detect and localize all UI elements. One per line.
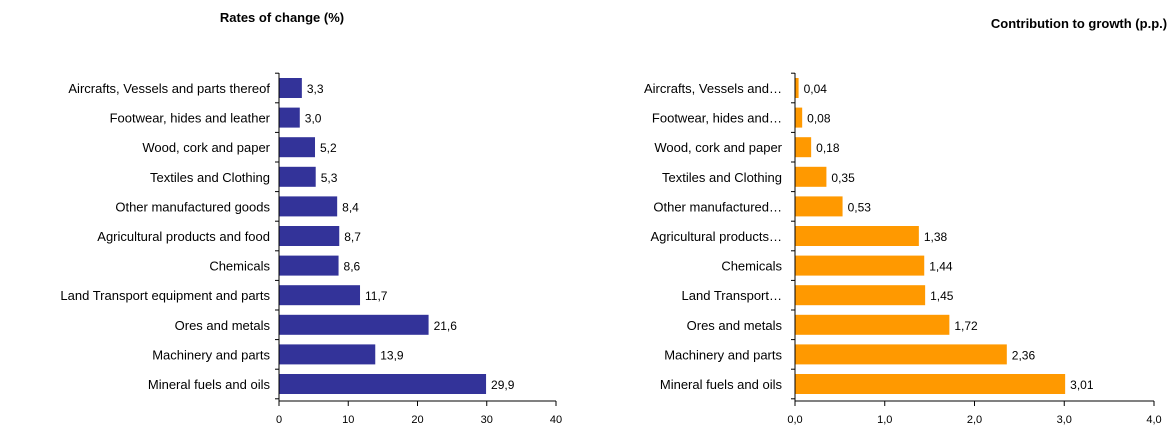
category-label: Aircrafts, Vessels and… (644, 81, 782, 96)
category-label: Aircrafts, Vessels and parts thereof (68, 81, 270, 96)
bar (795, 226, 919, 246)
bar (279, 255, 339, 276)
chart-title: Contribution to growth (p.p.) (991, 16, 1167, 31)
bar (279, 344, 376, 365)
data-label: 8,6 (344, 260, 361, 274)
bar (795, 137, 812, 158)
contribution-to-growth-svg: Contribution to growth (p.p.) Aircrafts, … (644, 16, 1167, 426)
data-label: 0,04 (804, 82, 828, 96)
category-label: Footwear, hides and leather (110, 111, 271, 126)
bar (795, 166, 827, 187)
bar (795, 196, 843, 217)
data-label: 0,08 (807, 112, 831, 126)
bar (795, 314, 950, 335)
x-tick-label: 10 (342, 414, 354, 426)
category-label: Textiles and Clothing (662, 170, 782, 185)
bar (279, 285, 361, 306)
data-label: 3,3 (307, 82, 324, 96)
data-label: 0,35 (831, 171, 855, 185)
bar (795, 374, 1066, 394)
category-label: Machinery and parts (152, 347, 270, 362)
data-label: 1,72 (954, 319, 978, 333)
category-label: Agricultural products… (651, 229, 783, 244)
chart-title: Rates of change (%) (220, 10, 344, 25)
data-label: 1,38 (924, 230, 948, 244)
x-tick-label: 2,0 (967, 414, 982, 426)
category-label: Other manufactured goods (115, 199, 270, 214)
category-label: Land Transport equipment and parts (60, 288, 270, 303)
category-label: Wood, cork and paper (142, 140, 270, 155)
data-label: 21,6 (434, 319, 458, 333)
data-label: 1,44 (929, 260, 953, 274)
data-label: 8,4 (342, 200, 359, 214)
category-label: Mineral fuels and oils (660, 377, 783, 392)
category-label: Wood, cork and paper (654, 140, 782, 155)
category-label: Chemicals (721, 259, 782, 274)
x-tick-label: 0,0 (787, 414, 802, 426)
category-label: Footwear, hides and… (652, 111, 782, 126)
x-tick-label: 0 (276, 414, 282, 426)
bar (279, 107, 300, 128)
category-label: Textiles and Clothing (150, 170, 270, 185)
bar (279, 78, 302, 98)
x-tick-label: 1,0 (877, 414, 892, 426)
rates-of-change-svg: Rates of change (%) Aircrafts, Vessels an… (60, 10, 562, 426)
contribution-to-growth-chart: Contribution to growth (p.p.) Aircrafts, … (584, 0, 1168, 432)
x-tick-label: 30 (481, 414, 493, 426)
data-label: 29,9 (491, 378, 515, 392)
data-label: 11,7 (365, 289, 388, 303)
data-label: 5,3 (321, 171, 338, 185)
bar (795, 344, 1007, 365)
bar (795, 107, 803, 128)
data-label: 8,7 (344, 230, 361, 244)
data-label: 0,18 (816, 141, 840, 155)
data-label: 0,53 (848, 200, 872, 214)
bar (279, 314, 429, 335)
data-label: 5,2 (320, 141, 337, 155)
bar (279, 166, 316, 187)
rates-of-change-chart: Rates of change (%) Aircrafts, Vessels an… (60, 10, 562, 426)
bar (795, 255, 925, 276)
bar (795, 285, 926, 306)
category-label: Agricultural products and food (97, 229, 270, 244)
category-label: Ores and metals (687, 318, 783, 333)
category-label: Other manufactured… (653, 199, 782, 214)
bar (795, 78, 799, 98)
data-label: 3,0 (305, 112, 322, 126)
category-label: Machinery and parts (664, 347, 782, 362)
x-tick-label: 3,0 (1057, 414, 1072, 426)
data-label: 13,9 (380, 348, 404, 362)
category-label: Land Transport… (682, 288, 782, 303)
x-tick-label: 40 (550, 414, 562, 426)
bar (279, 137, 316, 158)
category-label: Ores and metals (175, 318, 271, 333)
category-label: Mineral fuels and oils (148, 377, 271, 392)
x-tick-label: 20 (411, 414, 423, 426)
bar (279, 226, 340, 246)
data-label: 3,01 (1070, 378, 1094, 392)
data-label: 2,36 (1012, 348, 1036, 362)
category-label: Chemicals (209, 259, 270, 274)
data-label: 1,45 (930, 289, 954, 303)
bar (279, 374, 487, 394)
bar (279, 196, 338, 217)
x-tick-label: 4,0 (1146, 414, 1161, 426)
